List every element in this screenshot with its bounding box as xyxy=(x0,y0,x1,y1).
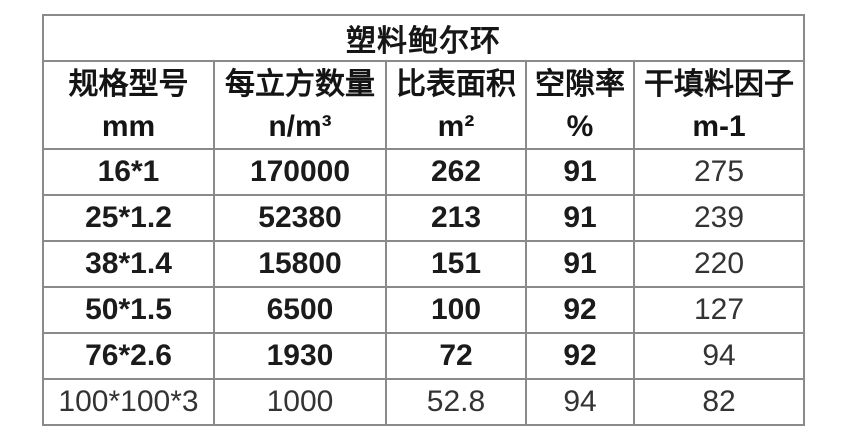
header-label: 每立方数量 xyxy=(225,68,375,101)
header-label: 规格型号 xyxy=(68,68,189,101)
cell-quantity: 1930 xyxy=(213,332,387,380)
cell-spec: 76*2.6 xyxy=(42,332,215,380)
cell-void-ratio: 91 xyxy=(525,240,635,288)
cell-spec: 100*100*3 xyxy=(42,378,215,426)
cell-surface-area: 72 xyxy=(385,332,527,380)
header-unit: n/m³ xyxy=(268,110,332,143)
cell-quantity: 15800 xyxy=(213,240,387,288)
cell-spec: 25*1.2 xyxy=(42,194,215,242)
cell-surface-area: 213 xyxy=(385,194,527,242)
column-header-void-ratio: 空隙率 % xyxy=(525,60,635,150)
cell-packing-factor: 94 xyxy=(632,332,806,380)
cell-quantity: 6500 xyxy=(213,286,387,334)
cell-spec: 50*1.5 xyxy=(42,286,215,334)
cell-void-ratio: 92 xyxy=(525,332,635,380)
cell-surface-area: 100 xyxy=(385,286,527,334)
table-header-row: 规格型号 mm 每立方数量 n/m³ 比表面积 m² 空隙率 % xyxy=(42,60,806,150)
table-row: 76*2.6 1930 72 92 94 xyxy=(42,332,806,380)
cell-quantity: 52380 xyxy=(213,194,387,242)
spec-table-container: 塑料鲍尔环 规格型号 mm 每立方数量 n/m³ 比表面积 m² xyxy=(41,14,806,426)
table-row: 25*1.2 52380 213 91 239 xyxy=(42,194,806,242)
pall-ring-spec-table: 塑料鲍尔环 规格型号 mm 每立方数量 n/m³ 比表面积 m² xyxy=(41,14,806,426)
cell-packing-factor: 127 xyxy=(632,286,806,334)
header-label: 空隙率 xyxy=(535,68,625,101)
table-row: 38*1.4 15800 151 91 220 xyxy=(42,240,806,288)
cell-void-ratio: 91 xyxy=(525,148,635,196)
column-header-surface-area: 比表面积 m² xyxy=(385,60,527,150)
table-row: 16*1 170000 262 91 275 xyxy=(42,148,806,196)
cell-spec: 16*1 xyxy=(42,148,215,196)
header-unit: mm xyxy=(101,110,156,143)
column-header-quantity-per-m3: 每立方数量 n/m³ xyxy=(213,60,387,150)
table-row: 50*1.5 6500 100 92 127 xyxy=(42,286,806,334)
cell-void-ratio: 91 xyxy=(525,194,635,242)
cell-surface-area: 262 xyxy=(385,148,527,196)
header-unit: m-1 xyxy=(692,110,746,143)
cell-surface-area: 52.8 xyxy=(385,378,527,426)
cell-packing-factor: 220 xyxy=(632,240,806,288)
cell-packing-factor: 239 xyxy=(632,194,806,242)
cell-packing-factor: 82 xyxy=(632,378,806,426)
cell-void-ratio: 92 xyxy=(525,286,635,334)
cell-spec: 38*1.4 xyxy=(42,240,215,288)
table-title: 塑料鲍尔环 xyxy=(41,14,806,62)
column-header-dry-packing-factor: 干填料因子 m-1 xyxy=(632,60,806,150)
cell-quantity: 1000 xyxy=(213,378,387,426)
cell-surface-area: 151 xyxy=(385,240,527,288)
cell-quantity: 170000 xyxy=(213,148,387,196)
header-unit: m² xyxy=(437,110,475,143)
table-row: 100*100*3 1000 52.8 94 82 xyxy=(42,378,806,426)
table-title-row: 塑料鲍尔环 xyxy=(41,14,806,62)
header-unit: % xyxy=(566,110,594,143)
header-label: 比表面积 xyxy=(396,68,516,101)
cell-packing-factor: 275 xyxy=(632,148,806,196)
column-header-spec: 规格型号 mm xyxy=(42,60,215,150)
cell-void-ratio: 94 xyxy=(525,378,635,426)
header-label: 干填料因子 xyxy=(644,68,795,101)
